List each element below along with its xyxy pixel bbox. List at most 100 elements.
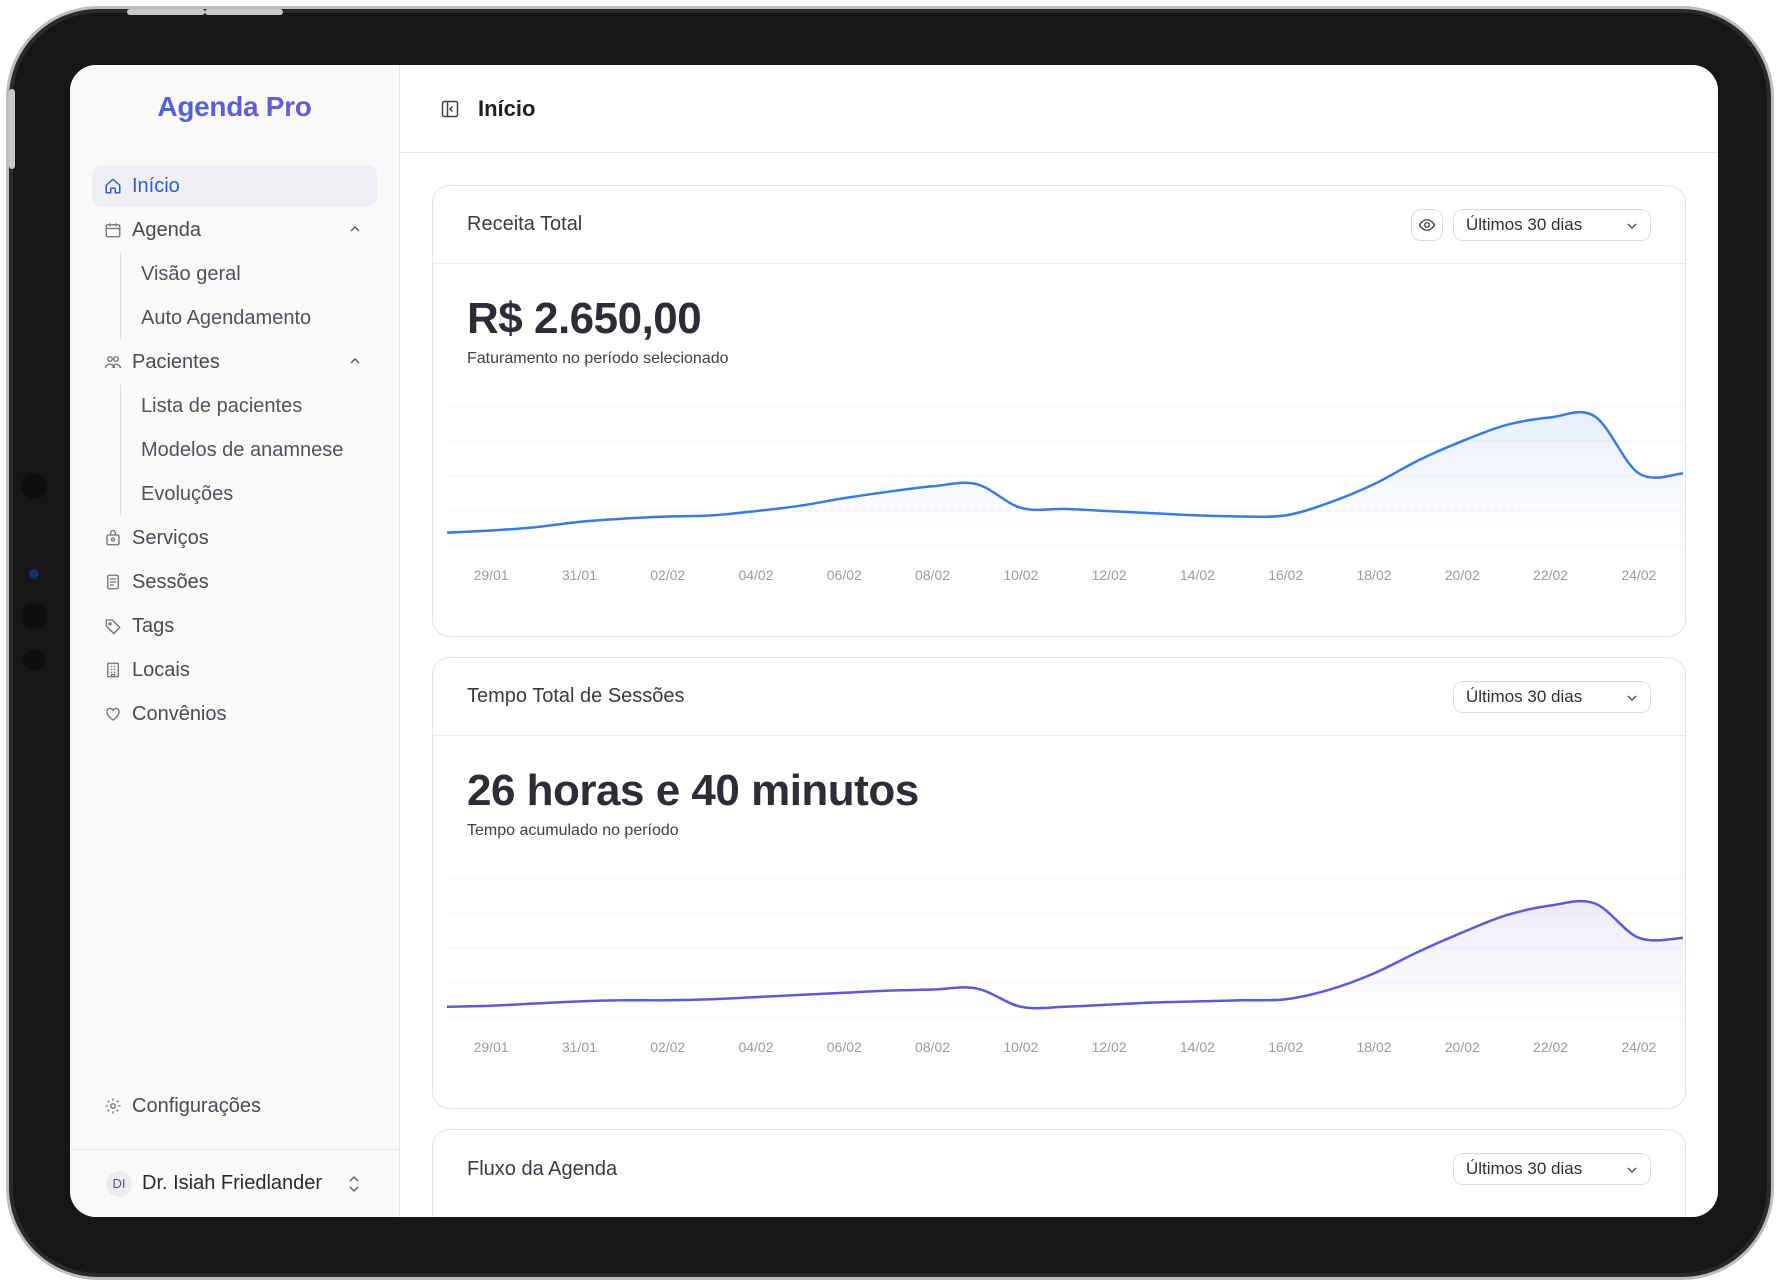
sidebar-item-sessoes[interactable]: Sessões [92,561,377,603]
sidebar-item-label: Lista de pacientes [141,394,303,417]
revenue-caption: Faturamento no período selecionado [467,350,729,367]
x-tick-label: 14/02 [1180,1039,1215,1055]
x-tick-label: 06/02 [827,1039,862,1055]
x-tick-label: 04/02 [738,567,773,583]
calendar-icon [104,221,122,239]
toggle-visibility-button[interactable] [1411,208,1443,241]
card-header: Tempo Total de Sessões Últimos 30 dias [433,658,1685,736]
users-icon [104,353,122,371]
sidebar-item-inicio[interactable]: Início [92,165,377,207]
revenue-value: R$ 2.650,00 [467,294,702,343]
sidebar-item-label: Locais [132,658,190,681]
card-body: R$ 2.650,00 Faturamento no período selec… [433,264,1685,620]
dashboard: Receita Total Últimos 30 dias R$ 2.650,0… [400,153,1718,1217]
bag-icon [104,529,122,547]
x-tick-label: 12/02 [1092,1039,1127,1055]
card-tools: Últimos 30 dias [1411,208,1651,241]
x-tick-label: 06/02 [827,567,862,583]
series-area [447,901,1683,1010]
sidebar-item-tags[interactable]: Tags [92,605,377,647]
sidebar-item-visao-geral[interactable]: Visão geral [141,253,377,295]
x-tick-label: 10/02 [1003,1039,1038,1055]
sidebar-item-lista-pacientes[interactable]: Lista de pacientes [141,385,377,427]
sessions-card: Tempo Total de Sessões Últimos 30 dias 2… [432,657,1686,1109]
user-menu[interactable]: DI Dr. Isiah Friedlander [70,1149,399,1217]
chevron-up-icon[interactable] [347,221,363,237]
x-tick-label: 18/02 [1356,567,1391,583]
sidebar-item-label: Evoluções [141,482,234,505]
sidebar-item-configuracoes[interactable]: Configurações [92,1085,377,1127]
sidebar-item-label: Pacientes [132,350,220,373]
chevrons-up-down-icon[interactable] [347,1174,361,1194]
sidebar-item-evolucoes[interactable]: Evoluções [141,473,377,515]
series-line [446,899,1683,1010]
sidebar-item-label: Início [132,174,180,197]
sidebar-item-label: Configurações [132,1094,261,1117]
sidebar-item-auto-agendamento[interactable]: Auto Agendamento [141,297,377,339]
agenda-submenu: Visão geral Auto Agendamento [120,253,377,339]
period-select[interactable]: Últimos 30 dias [1453,1153,1651,1185]
revenue-card: Receita Total Últimos 30 dias R$ 2.650,0… [432,185,1686,637]
x-tick-label: 16/02 [1268,567,1303,583]
x-tick-label: 08/02 [915,567,950,583]
card-title: Receita Total [467,213,583,235]
period-select[interactable]: Últimos 30 dias [1453,208,1651,241]
x-tick-label: 02/02 [650,567,685,583]
x-tick-label: 22/02 [1533,567,1568,583]
x-tick-label: 31/01 [562,567,597,583]
chevron-up-icon[interactable] [347,353,363,369]
sessions-caption: Tempo acumulado no período [467,822,679,839]
period-select-value: Últimos 30 dias [1466,214,1583,234]
side-button [9,89,15,169]
sessions-value: 26 horas e 40 minutos [467,766,919,815]
x-tick-label: 14/02 [1180,567,1215,583]
period-select[interactable]: Últimos 30 dias [1453,680,1651,713]
x-tick-label: 24/02 [1621,567,1656,583]
main-content: Início Receita Total Últimos 30 dias [400,65,1718,1217]
gear-icon [104,1097,122,1115]
sessions-chart: 29/01 31/01 02/02 04/02 06/02 08/02 10/02 12/02… [446,877,1683,1055]
tag-icon [104,617,122,635]
volume-button [205,9,283,15]
card-tools: Últimos 30 dias [1453,1153,1651,1185]
sidebar-item-label: Modelos de anamnese [141,438,344,461]
sidebar-item-locais[interactable]: Locais [92,649,377,691]
x-tick-label: 12/02 [1092,567,1127,583]
sidebar-item-label: Visão geral [141,262,241,285]
x-tick-label: 29/01 [474,567,509,583]
sensor-dot [23,649,45,671]
series-line [446,410,1683,534]
building-icon [104,661,122,679]
sidebar-item-pacientes[interactable]: Pacientes [92,341,377,383]
chevron-down-icon [1627,222,1637,229]
sidebar-toggle-icon[interactable] [440,99,460,119]
sidebar-item-modelos-anamnese[interactable]: Modelos de anamnese [141,429,377,471]
screen: Agenda Pro Início Agenda Visão geral Aut… [70,65,1718,1217]
sidebar-item-servicos[interactable]: Serviços [92,517,377,559]
card-title: Fluxo da Agenda [467,1157,618,1180]
sidebar: Agenda Pro Início Agenda Visão geral Aut… [70,65,400,1217]
page-title: Início [478,95,536,121]
home-icon [104,177,122,195]
revenue-chart: 29/01 31/01 02/02 04/02 06/02 08/02 10/02 12/02… [446,405,1683,583]
period-select-value: Últimos 30 dias [1466,1159,1583,1178]
sidebar-item-label: Agenda [132,218,201,241]
x-tick-label: 24/02 [1621,1039,1656,1055]
heart-icon [104,705,122,723]
chevron-down-icon [1627,1167,1637,1174]
card-header: Receita Total Últimos 30 dias [433,186,1685,264]
sidebar-item-agenda[interactable]: Agenda [92,209,377,251]
flow-card: Fluxo da Agenda Últimos 30 dias [432,1129,1686,1217]
period-select-value: Últimos 30 dias [1466,686,1583,706]
card-header: Fluxo da Agenda Últimos 30 dias [433,1130,1685,1208]
eye-icon [1418,218,1436,231]
sidebar-item-label: Auto Agendamento [141,306,312,329]
brand-logo[interactable]: Agenda Pro [70,65,399,165]
x-tick-label: 16/02 [1268,1039,1303,1055]
x-tick-label: 29/01 [474,1039,509,1055]
sidebar-item-convenios[interactable]: Convênios [92,693,377,735]
x-tick-label: 10/02 [1003,567,1038,583]
series-area [447,412,1683,538]
sidebar-item-label: Sessões [132,570,209,593]
card-title: Tempo Total de Sessões [467,685,685,707]
